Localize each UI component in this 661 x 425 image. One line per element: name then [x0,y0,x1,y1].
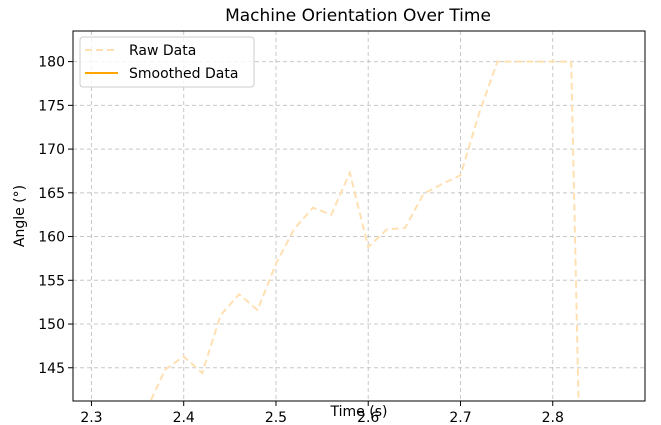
x-tick-label: 2.7 [449,410,471,425]
legend-label-smoothed-data: Smoothed Data [129,66,238,82]
x-axis-label: Time (s) [330,404,388,420]
y-tick-label: 175 [38,98,65,114]
x-tick-label: 2.3 [80,410,102,425]
plot-frame [72,30,646,402]
chart-title: Machine Orientation Over Time [225,6,491,26]
x-tick-label: 2.6 [357,410,379,425]
y-tick-label: 180 [38,55,65,71]
y-axis-label: Angle (°) [12,185,28,247]
y-axis-ticks: 145 150 155 160 165 170 175 180 [38,55,73,377]
y-tick-label: 160 [38,230,65,246]
legend: Raw Data Smoothed Data [79,36,255,88]
y-tick-label: 145 [38,361,65,377]
legend-label-raw-data: Raw Data [129,43,196,59]
series-layer [149,60,580,401]
y-tick-label: 165 [38,186,65,202]
x-axis-ticks: 2.3 2.4 2.5 2.6 2.7 2.8 [80,401,564,425]
y-tick-label: 155 [38,273,65,289]
legend-box [79,36,255,88]
y-tick-label: 170 [38,142,65,158]
y-tick-label: 150 [38,317,65,333]
series-line-raw-data [149,60,580,401]
x-tick-label: 2.4 [173,410,195,425]
x-tick-label: 2.5 [265,410,287,425]
x-tick-label: 2.8 [542,410,564,425]
